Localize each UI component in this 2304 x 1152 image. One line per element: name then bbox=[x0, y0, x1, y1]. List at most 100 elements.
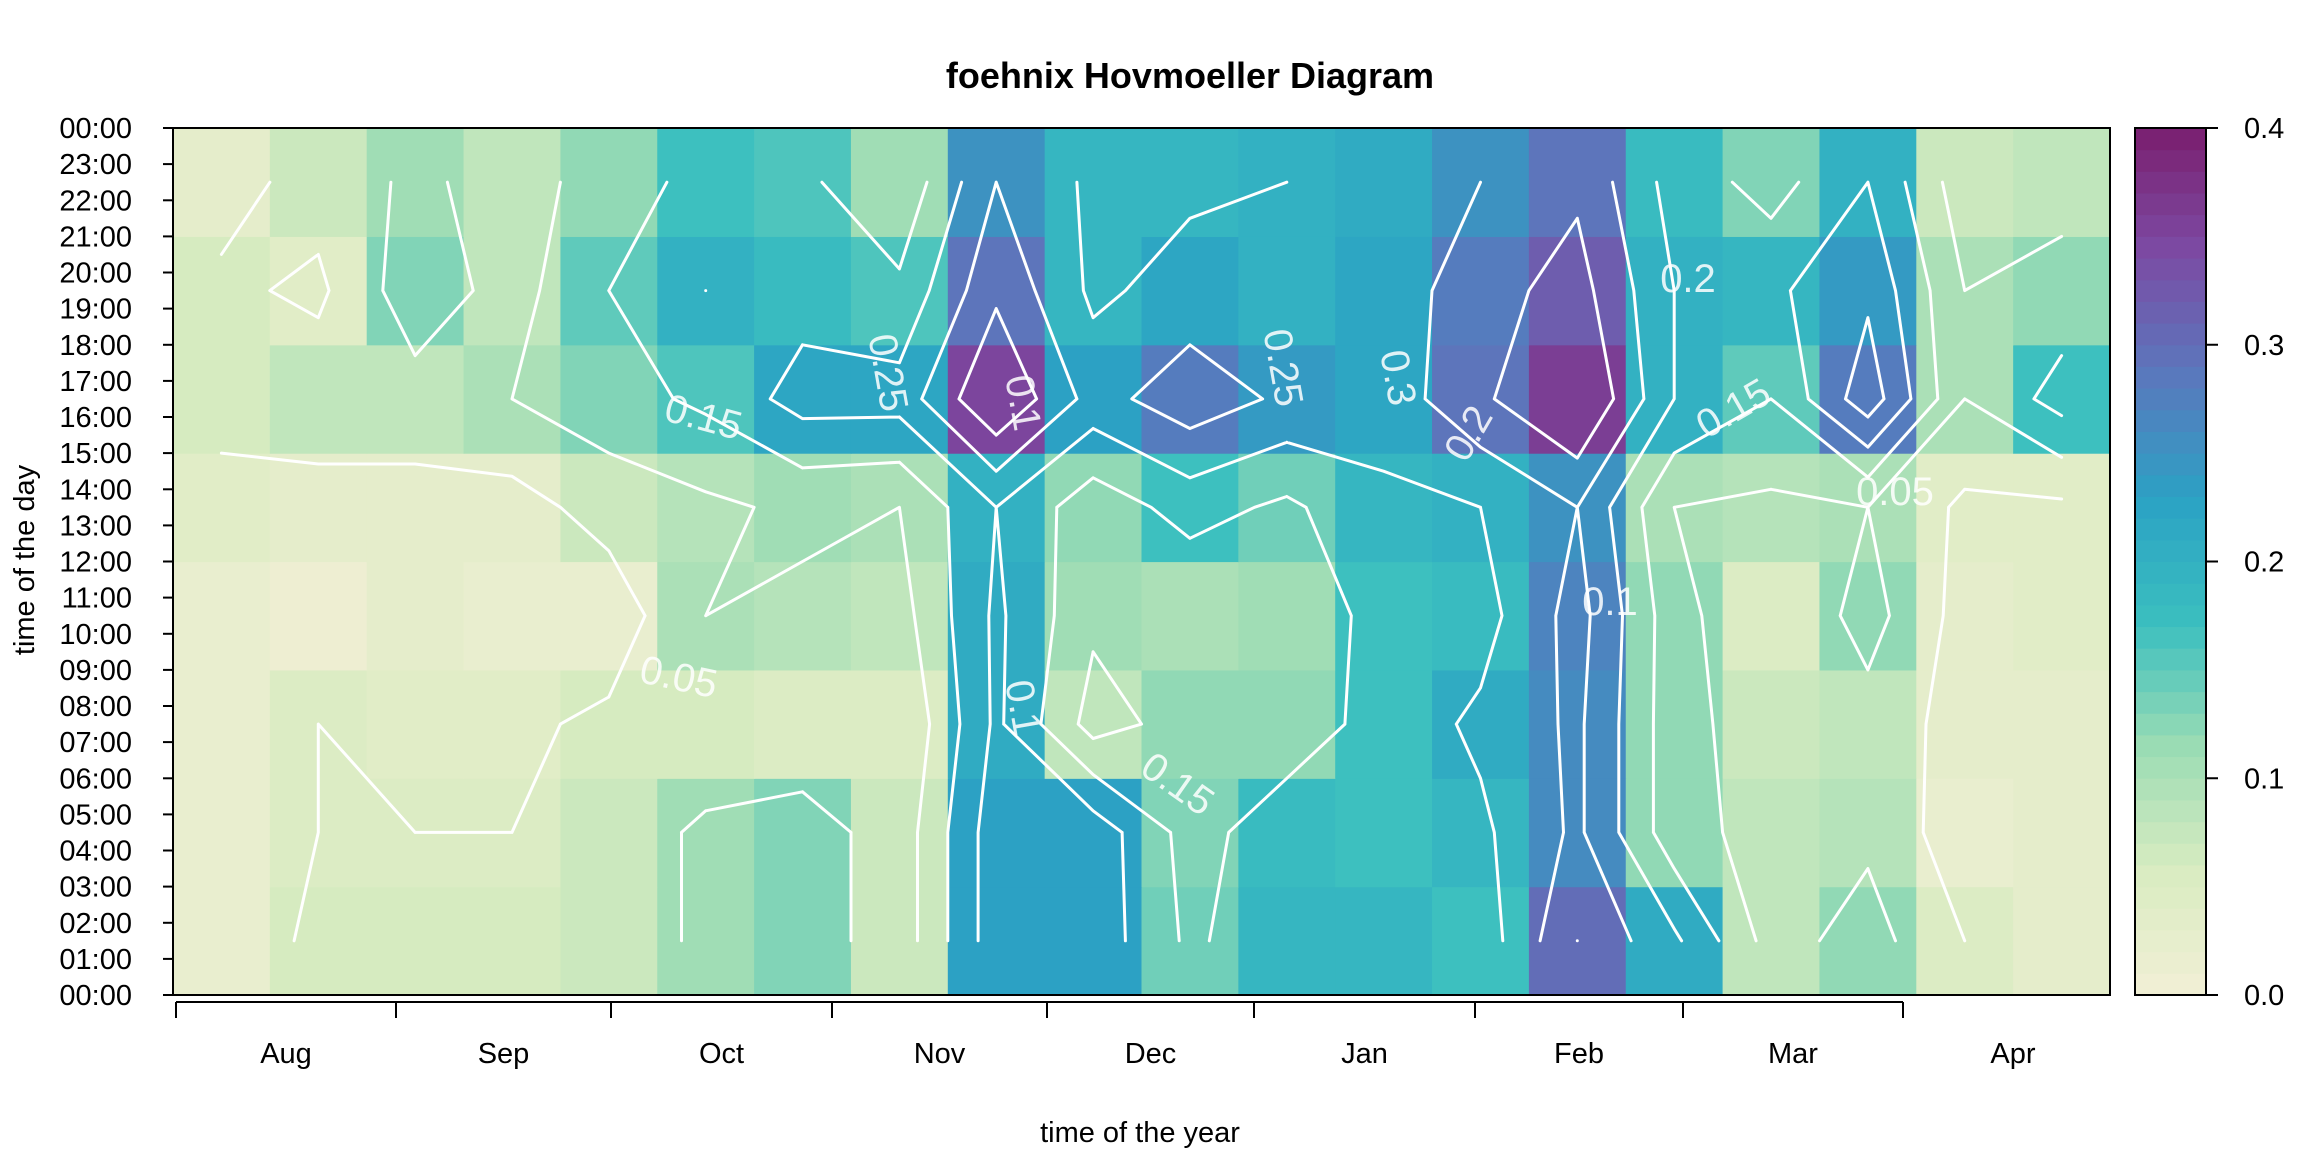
heat-cell bbox=[463, 561, 561, 671]
colorbar-band bbox=[2135, 409, 2206, 432]
x-tick-label: Jan bbox=[1341, 1038, 1388, 1070]
contour-line bbox=[219, 180, 2064, 943]
heat-cell bbox=[850, 236, 949, 346]
colorbar-band bbox=[2135, 453, 2206, 476]
heat-cell bbox=[1916, 561, 2014, 671]
heat-cell bbox=[173, 778, 271, 888]
contour-label: 0.3 bbox=[1371, 347, 1424, 409]
contour-line bbox=[704, 180, 1913, 943]
heat-cell bbox=[1625, 128, 1724, 237]
heat-cell bbox=[1528, 778, 1627, 888]
heat-cell bbox=[754, 128, 852, 237]
y-tick-label: 16:00 bbox=[59, 402, 132, 434]
y-tick-label: 15:00 bbox=[59, 438, 132, 470]
heat-cell bbox=[1141, 886, 1239, 996]
heat-cell bbox=[2013, 128, 2111, 237]
heat-cell bbox=[366, 344, 465, 454]
heat-cell bbox=[560, 128, 658, 237]
x-tick-label: Dec bbox=[1125, 1038, 1177, 1070]
heat-cell bbox=[850, 669, 949, 779]
heat-cell bbox=[366, 236, 465, 346]
y-tick-label: 00:00 bbox=[59, 980, 132, 1012]
heat-cell bbox=[947, 669, 1046, 779]
y-tick-label: 06:00 bbox=[59, 763, 132, 795]
heat-cell bbox=[657, 128, 755, 237]
y-axis-label: time of the day bbox=[9, 464, 41, 655]
heat-cell bbox=[1335, 344, 1433, 454]
heat-cell bbox=[1141, 669, 1239, 779]
y-tick-label: 23:00 bbox=[59, 149, 132, 181]
heat-cell bbox=[1238, 561, 1336, 671]
heat-cell bbox=[1722, 886, 1821, 996]
colorbar-band bbox=[2135, 496, 2206, 519]
heat-cell bbox=[173, 128, 271, 237]
heat-cell bbox=[560, 453, 658, 563]
colorbar-band bbox=[2135, 193, 2206, 216]
x-tick-label: Sep bbox=[478, 1038, 530, 1070]
colorbar-band bbox=[2135, 799, 2206, 823]
heat-cell bbox=[947, 886, 1046, 996]
heat-cell bbox=[1819, 886, 1917, 996]
colorbar-band bbox=[2135, 626, 2206, 649]
colorbar-band bbox=[2135, 279, 2206, 302]
y-tick-label: 20:00 bbox=[59, 258, 132, 290]
y-tick-label: 01:00 bbox=[59, 944, 132, 976]
heat-cell bbox=[560, 778, 658, 888]
y-tick-label: 00:00 bbox=[59, 113, 132, 145]
y-tick-label: 04:00 bbox=[59, 836, 132, 868]
heat-cell bbox=[2013, 886, 2111, 996]
colorbar-band bbox=[2135, 236, 2206, 259]
heat-cell bbox=[754, 778, 852, 888]
colorbar-band bbox=[2135, 648, 2206, 671]
colorbar-band bbox=[2135, 388, 2206, 411]
y-tick-label: 05:00 bbox=[59, 799, 132, 831]
heat-cell bbox=[1625, 669, 1724, 779]
x-tick-label: Feb bbox=[1554, 1038, 1604, 1070]
heat-cell bbox=[947, 778, 1046, 888]
colorbar-tick-label: 0.0 bbox=[2244, 980, 2284, 1012]
colorbar-band bbox=[2135, 734, 2206, 758]
contour-label: 0.1 bbox=[1582, 580, 1638, 624]
heat-cell bbox=[2013, 561, 2111, 671]
colorbar-band bbox=[2135, 951, 2206, 974]
colorbar-tick-label: 0.4 bbox=[2244, 113, 2284, 145]
heat-cell bbox=[2013, 453, 2111, 563]
heat-cell bbox=[173, 344, 271, 454]
heat-cell bbox=[1238, 778, 1336, 888]
colorbar-band bbox=[2135, 431, 2206, 454]
heat-cell bbox=[1528, 561, 1627, 671]
heat-cell bbox=[1722, 128, 1821, 237]
colorbar-tick-label: 0.1 bbox=[2244, 763, 2284, 795]
heat-cell bbox=[657, 453, 755, 563]
x-tick-label: Mar bbox=[1768, 1038, 1818, 1070]
heat-cell bbox=[1432, 344, 1530, 454]
heat-cell bbox=[269, 453, 368, 563]
heat-cell bbox=[463, 236, 561, 346]
heat-cell bbox=[560, 561, 658, 671]
heat-cell bbox=[1432, 886, 1530, 996]
chart-title: foehnix Hovmoeller Diagram bbox=[946, 55, 1434, 96]
colorbar-band bbox=[2135, 691, 2206, 714]
colorbar-band bbox=[2135, 561, 2206, 584]
heat-cell bbox=[1625, 561, 1724, 671]
y-axis: 00:00 01:00 02:00 03:00 04:00 05:00 06:00 07:00… bbox=[59, 113, 173, 1012]
colorbar-band bbox=[2135, 864, 2206, 888]
heat-cell bbox=[366, 128, 465, 237]
colorbar-band bbox=[2135, 821, 2206, 844]
colorbar-band bbox=[2135, 908, 2206, 931]
colorbar-band bbox=[2135, 323, 2206, 346]
heat-cell bbox=[657, 669, 755, 779]
heat-cell bbox=[1044, 453, 1143, 563]
contour-label: 0.1 bbox=[996, 677, 1049, 739]
heat-cell bbox=[947, 236, 1046, 346]
heat-cell bbox=[269, 236, 368, 346]
heat-cell bbox=[1528, 236, 1627, 346]
colorbar-band bbox=[2135, 886, 2206, 909]
heat-cell bbox=[2013, 669, 2111, 779]
heat-cell bbox=[1335, 236, 1433, 346]
y-tick-label: 21:00 bbox=[59, 221, 132, 253]
heat-cell bbox=[1819, 561, 1917, 671]
heat-cell bbox=[1141, 561, 1239, 671]
colorbar-band bbox=[2135, 669, 2206, 693]
